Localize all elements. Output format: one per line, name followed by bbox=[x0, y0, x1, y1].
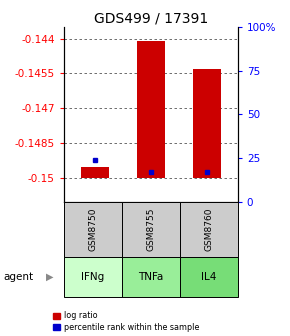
Text: GSM8755: GSM8755 bbox=[146, 208, 155, 251]
Bar bbox=[193, 69, 221, 178]
Text: IFNg: IFNg bbox=[81, 272, 104, 282]
Bar bbox=[122, 257, 180, 297]
Bar bbox=[122, 202, 180, 257]
Bar bbox=[180, 202, 238, 257]
Bar bbox=[180, 257, 238, 297]
Text: IL4: IL4 bbox=[201, 272, 217, 282]
Title: GDS499 / 17391: GDS499 / 17391 bbox=[94, 12, 208, 26]
Bar bbox=[64, 202, 122, 257]
Text: TNFa: TNFa bbox=[138, 272, 164, 282]
Bar bbox=[137, 41, 165, 178]
Text: agent: agent bbox=[3, 272, 33, 282]
Legend: log ratio, percentile rank within the sample: log ratio, percentile rank within the sa… bbox=[53, 311, 199, 332]
Text: GSM8760: GSM8760 bbox=[204, 208, 213, 251]
Bar bbox=[64, 257, 122, 297]
Text: ▶: ▶ bbox=[46, 272, 53, 282]
Text: GSM8750: GSM8750 bbox=[88, 208, 97, 251]
Bar bbox=[81, 167, 109, 178]
